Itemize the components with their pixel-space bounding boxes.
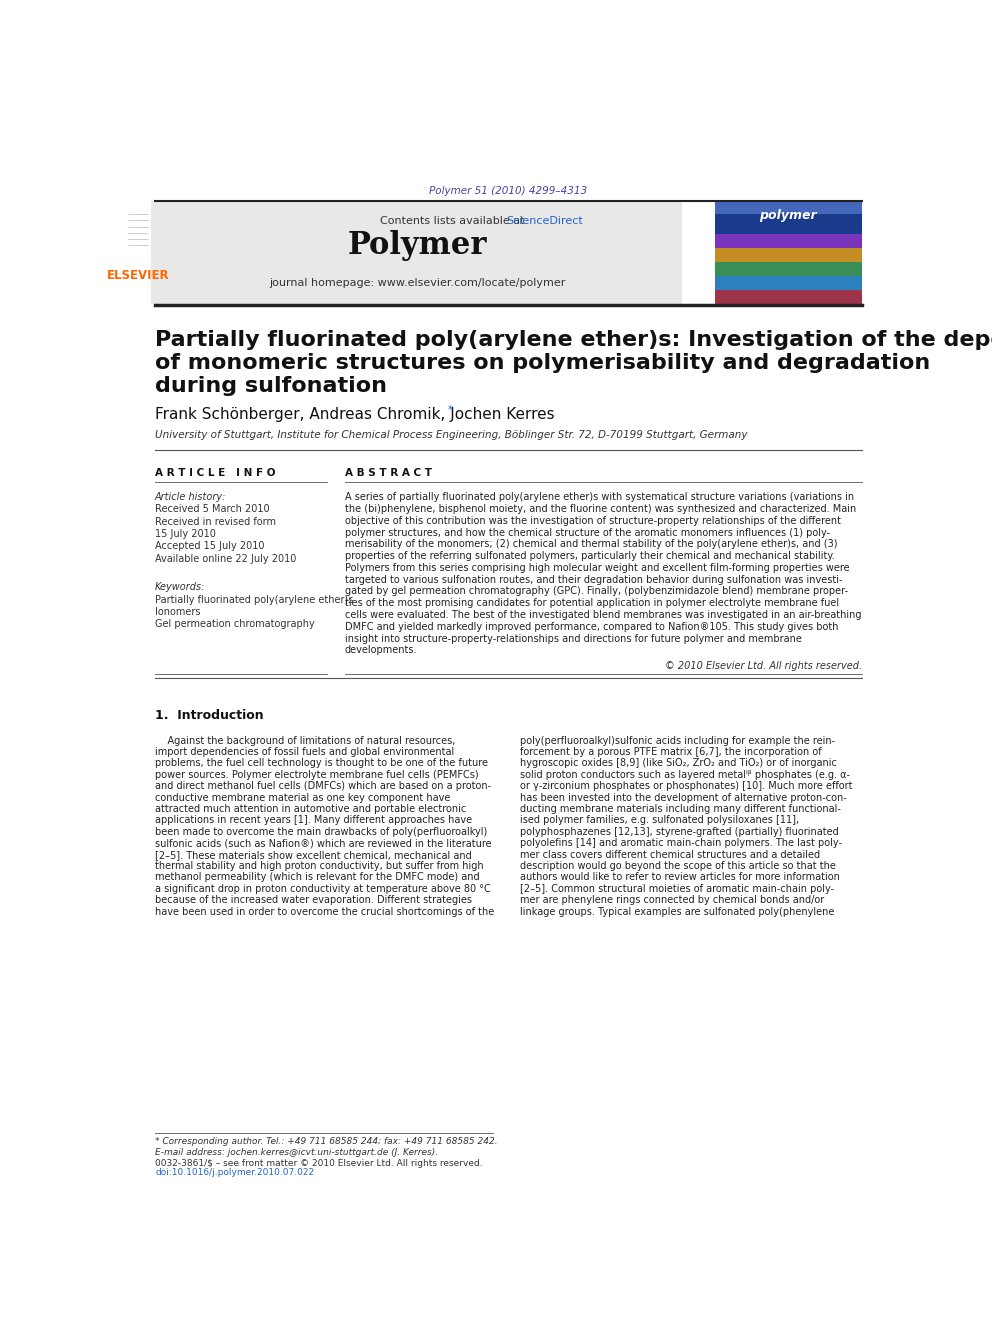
- Text: polymer: polymer: [759, 209, 817, 222]
- Text: University of Stuttgart, Institute for Chemical Process Engineering, Böblinger S: University of Stuttgart, Institute for C…: [155, 430, 748, 439]
- Text: A series of partially fluorinated poly(arylene ether)s with systematical structu: A series of partially fluorinated poly(a…: [345, 492, 854, 503]
- Text: polymer structures, and how the chemical structure of the aromatic monomers infl: polymer structures, and how the chemical…: [345, 528, 830, 537]
- Text: ScienceDirect: ScienceDirect: [506, 216, 583, 226]
- Text: Gel permeation chromatography: Gel permeation chromatography: [155, 619, 314, 630]
- Text: ised polymer families, e.g. sulfonated polysiloxanes [11],: ised polymer families, e.g. sulfonated p…: [520, 815, 800, 826]
- Text: * Corresponding author. Tel.: +49 711 68585 244; fax: +49 711 68585 242.: * Corresponding author. Tel.: +49 711 68…: [155, 1138, 498, 1147]
- Text: Received in revised form: Received in revised form: [155, 517, 276, 527]
- Text: poly(perfluoroalkyl)sulfonic acids including for example the rein-: poly(perfluoroalkyl)sulfonic acids inclu…: [520, 736, 835, 746]
- Text: 1.  Introduction: 1. Introduction: [155, 709, 264, 721]
- Text: authors would like to refer to review articles for more information: authors would like to refer to review ar…: [520, 872, 840, 882]
- Text: solid proton conductors such as layered metalᴵᵝ phosphates (e.g. α-: solid proton conductors such as layered …: [520, 770, 850, 779]
- Text: Available online 22 July 2010: Available online 22 July 2010: [155, 554, 297, 564]
- Text: objective of this contribution was the investigation of structure-property relat: objective of this contribution was the i…: [345, 516, 841, 525]
- Text: Contents lists available at: Contents lists available at: [380, 216, 528, 226]
- Bar: [714, 234, 862, 249]
- Text: have been used in order to overcome the crucial shortcomings of the: have been used in order to overcome the …: [155, 906, 494, 917]
- Bar: [714, 262, 862, 275]
- Text: DMFC and yielded markedly improved performance, compared to Nafion®105. This stu: DMFC and yielded markedly improved perfo…: [345, 622, 838, 632]
- Text: 15 July 2010: 15 July 2010: [155, 529, 216, 540]
- Text: doi:10.1016/j.polymer.2010.07.022: doi:10.1016/j.polymer.2010.07.022: [155, 1168, 314, 1177]
- Text: [2–5]. These materials show excellent chemical, mechanical and: [2–5]. These materials show excellent ch…: [155, 849, 472, 860]
- Text: mer class covers different chemical structures and a detailed: mer class covers different chemical stru…: [520, 849, 820, 860]
- Text: the (bi)phenylene, bisphenol moiety, and the fluorine content) was synthesized a: the (bi)phenylene, bisphenol moiety, and…: [345, 504, 856, 513]
- Text: hygroscopic oxides [8,9] (like SiO₂, ZrO₂ and TiO₂) or of inorganic: hygroscopic oxides [8,9] (like SiO₂, ZrO…: [520, 758, 837, 769]
- Text: Keywords:: Keywords:: [155, 582, 205, 593]
- Text: linkage groups. Typical examples are sulfonated poly(phenylene: linkage groups. Typical examples are sul…: [520, 906, 834, 917]
- Text: 0032-3861/$ – see front matter © 2010 Elsevier Ltd. All rights reserved.: 0032-3861/$ – see front matter © 2010 El…: [155, 1159, 483, 1168]
- Text: Polymer: Polymer: [347, 230, 487, 261]
- Bar: [714, 201, 862, 303]
- Text: *: *: [448, 405, 452, 415]
- Text: of monomeric structures on polymerisability and degradation: of monomeric structures on polymerisabil…: [155, 353, 930, 373]
- Text: targeted to various sulfonation routes, and their degradation behavior during su: targeted to various sulfonation routes, …: [345, 574, 842, 585]
- Text: ELSEVIER: ELSEVIER: [106, 270, 170, 282]
- Text: conductive membrane material as one key component have: conductive membrane material as one key …: [155, 792, 450, 803]
- Text: has been invested into the development of alternative proton-con-: has been invested into the development o…: [520, 792, 847, 803]
- Text: mer are phenylene rings connected by chemical bonds and/or: mer are phenylene rings connected by che…: [520, 896, 824, 905]
- Text: attracted much attention in automotive and portable electronic: attracted much attention in automotive a…: [155, 804, 466, 814]
- Text: Against the background of limitations of natural resources,: Against the background of limitations of…: [155, 736, 455, 746]
- Text: Article history:: Article history:: [155, 492, 226, 503]
- Text: Ionomers: Ionomers: [155, 607, 200, 617]
- Bar: [714, 201, 862, 214]
- Text: polyolefins [14] and aromatic main-chain polymers. The last poly-: polyolefins [14] and aromatic main-chain…: [520, 839, 842, 848]
- Text: A B S T R A C T: A B S T R A C T: [345, 468, 432, 479]
- Text: sulfonic acids (such as Nafion®) which are reviewed in the literature: sulfonic acids (such as Nafion®) which a…: [155, 839, 492, 848]
- Text: thermal stability and high proton conductivity, but suffer from high: thermal stability and high proton conduc…: [155, 861, 484, 871]
- Text: developments.: developments.: [345, 646, 418, 655]
- Text: Partially fluorinated poly(arylene ether)s: Partially fluorinated poly(arylene ether…: [155, 594, 353, 605]
- Text: power sources. Polymer electrolyte membrane fuel cells (PEMFCs): power sources. Polymer electrolyte membr…: [155, 770, 478, 779]
- Text: problems, the fuel cell technology is thought to be one of the future: problems, the fuel cell technology is th…: [155, 758, 488, 769]
- Text: insight into structure-property-relationships and directions for future polymer : insight into structure-property-relation…: [345, 634, 802, 643]
- Text: A R T I C L E   I N F O: A R T I C L E I N F O: [155, 468, 276, 479]
- Text: Accepted 15 July 2010: Accepted 15 July 2010: [155, 541, 265, 552]
- Text: description would go beyond the scope of this article so that the: description would go beyond the scope of…: [520, 861, 836, 871]
- Text: Received 5 March 2010: Received 5 March 2010: [155, 504, 270, 515]
- Text: gated by gel permeation chromatography (GPC). Finally, (polybenzimidazole blend): gated by gel permeation chromatography (…: [345, 586, 848, 597]
- Text: applications in recent years [1]. Many different approaches have: applications in recent years [1]. Many d…: [155, 815, 472, 826]
- Text: cells were evaluated. The best of the investigated blend membranes was investiga: cells were evaluated. The best of the in…: [345, 610, 861, 620]
- Text: properties of the referring sulfonated polymers, particularly their chemical and: properties of the referring sulfonated p…: [345, 552, 834, 561]
- Text: ties of the most promising candidates for potential application in polymer elect: ties of the most promising candidates fo…: [345, 598, 839, 609]
- Text: a significant drop in proton conductivity at temperature above 80 °C: a significant drop in proton conductivit…: [155, 884, 491, 894]
- Text: been made to overcome the main drawbacks of poly(perfluoroalkyl): been made to overcome the main drawbacks…: [155, 827, 487, 837]
- Text: ducting membrane materials including many different functional-: ducting membrane materials including man…: [520, 804, 841, 814]
- Text: © 2010 Elsevier Ltd. All rights reserved.: © 2010 Elsevier Ltd. All rights reserved…: [665, 662, 862, 671]
- Text: polyphosphazenes [12,13], styrene-grafted (partially) fluorinated: polyphosphazenes [12,13], styrene-grafte…: [520, 827, 839, 837]
- Bar: [714, 290, 862, 303]
- Text: Frank Schönberger, Andreas Chromik, Jochen Kerres: Frank Schönberger, Andreas Chromik, Joch…: [155, 406, 555, 422]
- Text: methanol permeability (which is relevant for the DMFC mode) and: methanol permeability (which is relevant…: [155, 872, 479, 882]
- Text: Polymer 51 (2010) 4299–4313: Polymer 51 (2010) 4299–4313: [430, 185, 587, 196]
- Text: during sulfonation: during sulfonation: [155, 376, 387, 396]
- Text: journal homepage: www.elsevier.com/locate/polymer: journal homepage: www.elsevier.com/locat…: [269, 278, 565, 288]
- Text: Polymers from this series comprising high molecular weight and excellent film-fo: Polymers from this series comprising hig…: [345, 562, 849, 573]
- Text: [2–5]. Common structural moieties of aromatic main-chain poly-: [2–5]. Common structural moieties of aro…: [520, 884, 834, 894]
- Text: because of the increased water evaporation. Different strategies: because of the increased water evaporati…: [155, 896, 472, 905]
- Text: Partially fluorinated poly(arylene ether)s: Investigation of the dependence: Partially fluorinated poly(arylene ether…: [155, 329, 992, 349]
- Text: and direct methanol fuel cells (DMFCs) which are based on a proton-: and direct methanol fuel cells (DMFCs) w…: [155, 781, 491, 791]
- Text: merisability of the monomers; (2) chemical and thermal stability of the poly(ary: merisability of the monomers; (2) chemic…: [345, 540, 837, 549]
- Bar: [714, 275, 862, 290]
- Text: or γ-zirconium phosphates or phosphonates) [10]. Much more effort: or γ-zirconium phosphates or phosphonate…: [520, 781, 852, 791]
- Bar: [714, 249, 862, 262]
- Text: forcement by a porous PTFE matrix [6,7], the incorporation of: forcement by a porous PTFE matrix [6,7],…: [520, 747, 821, 757]
- Text: E-mail address: jochen.kerres@icvt.uni-stuttgart.de (J. Kerres).: E-mail address: jochen.kerres@icvt.uni-s…: [155, 1148, 438, 1158]
- Bar: [151, 201, 682, 303]
- Text: import dependencies of fossil fuels and global environmental: import dependencies of fossil fuels and …: [155, 747, 454, 757]
